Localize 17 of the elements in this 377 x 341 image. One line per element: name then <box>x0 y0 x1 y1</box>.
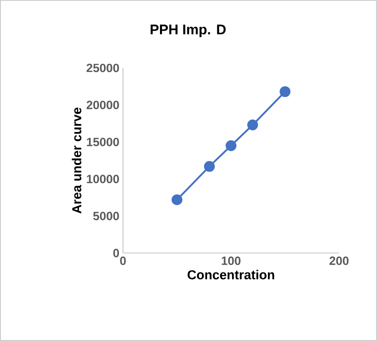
chart-title: PPH Imp. D <box>150 24 226 38</box>
y-tick-label: 0 <box>113 248 119 258</box>
x-tick-label: 100 <box>222 256 241 266</box>
y-axis-title: Area under curve <box>72 108 82 214</box>
point <box>172 194 182 206</box>
point <box>226 140 236 152</box>
x-tick-label: 0 <box>120 256 126 266</box>
point <box>204 161 215 172</box>
x-axis-title: Concentration <box>188 270 274 280</box>
y-tick-label: 10000 <box>86 174 119 184</box>
y-tick-label: 15000 <box>86 138 119 146</box>
y-tick-label: 20000 <box>86 100 119 110</box>
y-tick-label: 5000 <box>93 212 119 220</box>
point <box>247 120 258 130</box>
x-tick-label: 200 <box>330 256 349 266</box>
y-tick-label: 25000 <box>86 64 119 72</box>
point <box>280 86 290 98</box>
